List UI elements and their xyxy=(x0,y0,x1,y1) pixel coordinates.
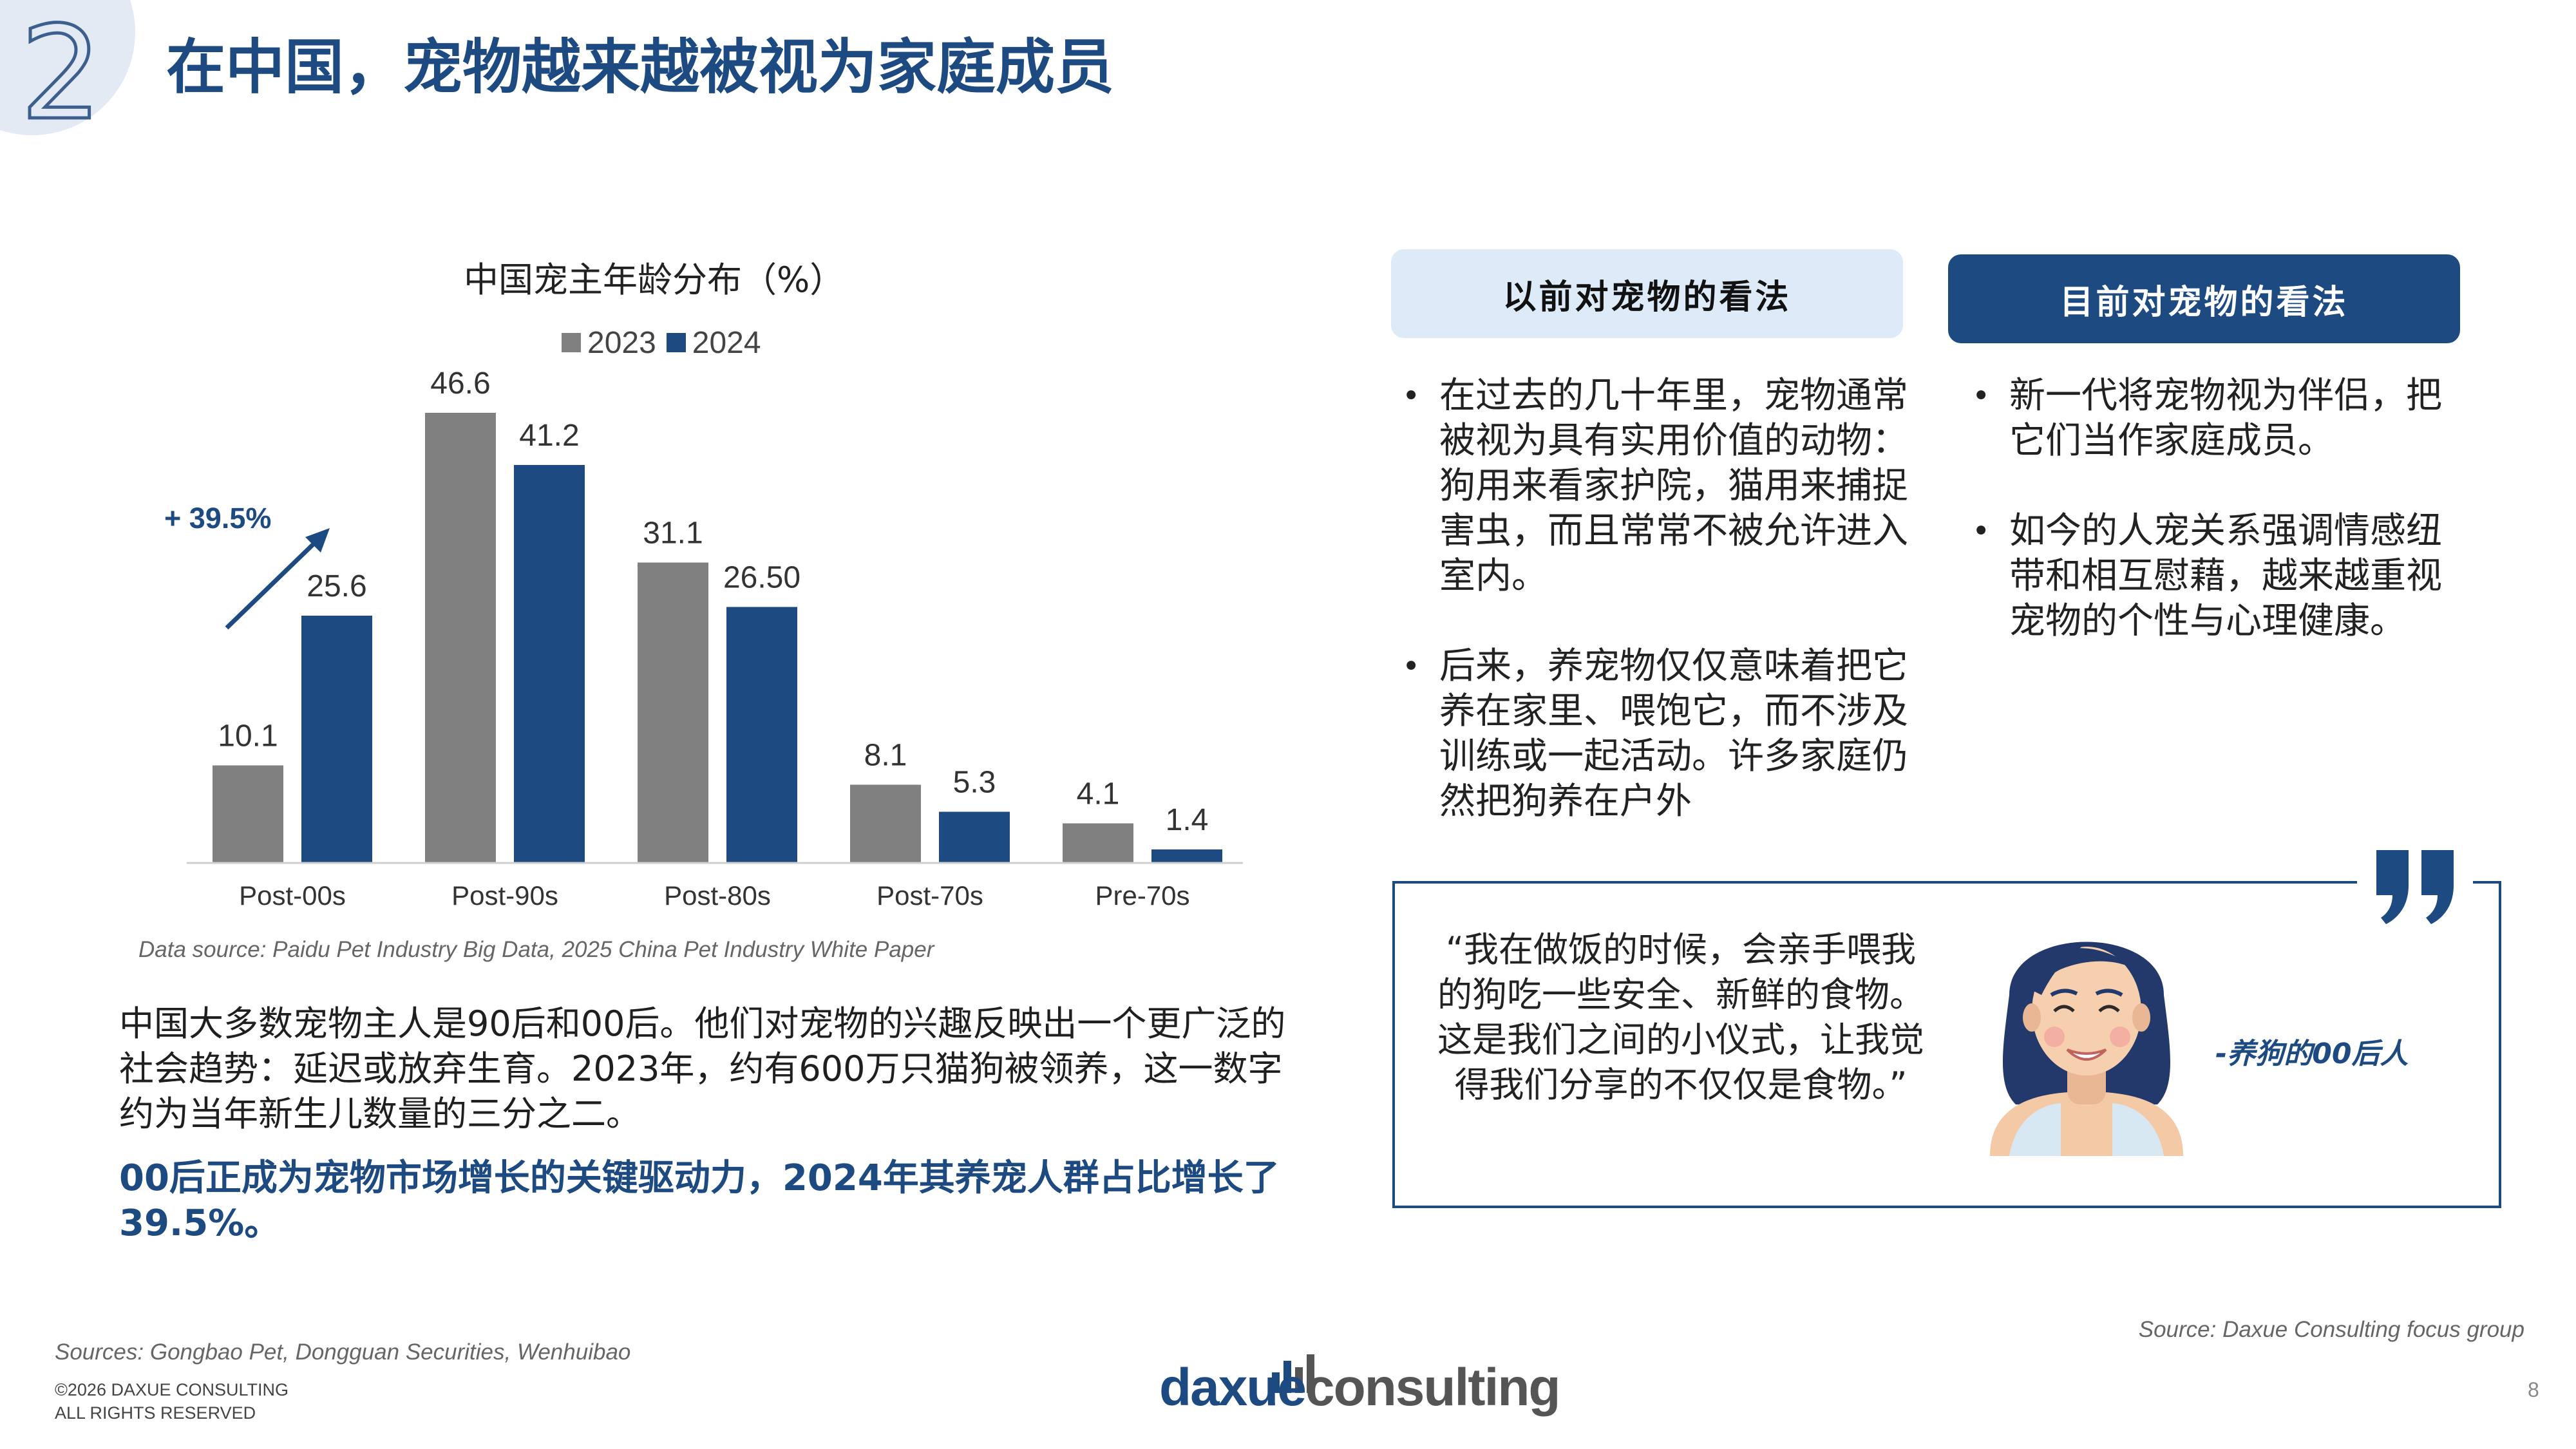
growth-arrowhead-icon xyxy=(305,528,330,553)
company-logo: daxueconsulting xyxy=(1159,1358,1561,1428)
woman-avatar xyxy=(1990,942,2183,1156)
bar-2023-Post-80s xyxy=(638,562,708,863)
list-item: 在过去的几十年里，宠物通常被视为具有实用价值的动物：狗用来看家护院，猫用来捕捉害… xyxy=(1394,374,1916,599)
quote-text: “我在做饭的时候，会亲手喂我的狗吃一些安全、新鲜的食物。这是我们之间的小仪式，让… xyxy=(1437,929,1924,1105)
chart-legend: 2023 2024 xyxy=(562,323,761,362)
growth-annotation: + 39.5% xyxy=(164,502,330,630)
legend-item-2024: 2024 xyxy=(666,325,761,361)
logo-text-daxue: daxue xyxy=(1159,1358,1307,1417)
category-label: Post-00s xyxy=(239,880,346,911)
chart-title: 中国宠主年龄分布（%） xyxy=(464,260,845,300)
logo-bars-icon xyxy=(1272,1354,1314,1393)
list-item: 后来，养宠物仅仅意味着把它养在家里、喂饱它，而不涉及训练或一起活动。许多家庭仍然… xyxy=(1394,644,1916,824)
bar-2024-Post-70s xyxy=(939,811,1010,863)
data-label: 25.6 xyxy=(307,569,366,603)
legend-label-2024: 2024 xyxy=(692,325,761,360)
copyright-line: ALL RIGHTS RESERVED xyxy=(55,1403,256,1423)
legend-swatch-2024 xyxy=(666,333,686,352)
data-label: 4.1 xyxy=(1077,777,1120,811)
bar-2024-Pre-70s xyxy=(1151,849,1222,863)
growth-arrow-icon xyxy=(225,534,324,630)
bar-2024-Post-00s xyxy=(301,616,372,863)
bar-2023-Post-00s xyxy=(213,765,283,863)
footer-sources: Sources: Gongbao Pet, Dongguan Securitie… xyxy=(55,1340,631,1365)
bar-2023-Pre-70s xyxy=(1063,823,1133,863)
legend-item-2023: 2023 xyxy=(562,325,656,361)
copyright: ©2026 DAXUE CONSULTING ALL RIGHTS RESERV… xyxy=(55,1378,289,1425)
category-label: Post-90s xyxy=(451,880,558,911)
bar-2024-Post-80s xyxy=(726,607,797,863)
quote-box xyxy=(1392,881,2501,1208)
list-item: 新一代将宠物视为伴侣，把它们当作家庭成员。 xyxy=(1964,374,2473,464)
current-view-header: 目前对宠物的看法 xyxy=(1948,254,2460,343)
data-label: 41.2 xyxy=(519,419,579,453)
category-label: Pre-70s xyxy=(1095,880,1189,911)
logo-text-consulting: consulting xyxy=(1305,1358,1561,1417)
bar-chart: 10.1 25.6 Post-00s 46.6 41.2 Post-90s 31.1 26.5… xyxy=(164,366,1243,911)
page-title: 在中国，宠物越来越被视为家庭成员 xyxy=(166,33,1115,102)
data-label: 31.1 xyxy=(643,516,703,551)
category-label: Post-80s xyxy=(664,880,771,911)
bar-2024-Post-90s xyxy=(514,465,585,863)
key-insight-text: 00后正成为宠物市场增长的关键驱动力，2024年其养宠人群占比增长了39.5%。 xyxy=(119,1157,1280,1244)
section-number: 2 xyxy=(19,0,104,149)
legend-swatch-2023 xyxy=(562,333,581,352)
quote-author: -养狗的00后人 xyxy=(2215,1037,2409,1070)
data-label: 26.50 xyxy=(723,561,800,595)
chart-source-note: Data source: Paidu Pet Industry Big Data… xyxy=(138,937,934,962)
growth-annotation-label: + 39.5% xyxy=(164,502,271,535)
bar-2023-Post-70s xyxy=(850,784,921,863)
list-item: 如今的人宠关系强调情感纽带和相互慰藉，越来越重视宠物的个性与心理健康。 xyxy=(1964,509,2473,644)
current-view-list: 新一代将宠物视为伴侣，把它们当作家庭成员。 如今的人宠关系强调情感纽带和相互慰藉… xyxy=(1964,374,2473,689)
bar-2023-Post-90s xyxy=(425,413,496,863)
copyright-line: ©2026 DAXUE CONSULTING xyxy=(55,1380,289,1399)
previous-view-header: 以前对宠物的看法 xyxy=(1391,249,1903,338)
focus-group-source: Source: Daxue Consulting focus group xyxy=(2138,1317,2524,1342)
data-label: 46.6 xyxy=(430,366,490,401)
quote-mark-icon xyxy=(2376,850,2454,924)
data-label: 1.4 xyxy=(1166,803,1209,837)
body-paragraph: 中国大多数宠物主人是90后和00后。他们对宠物的兴趣反映出一个更广泛的社会趋势：… xyxy=(119,1003,1286,1134)
data-label: 10.1 xyxy=(218,719,278,753)
category-label: Post-70s xyxy=(876,880,983,911)
page-number: 8 xyxy=(2528,1378,2539,1401)
legend-label-2023: 2023 xyxy=(587,325,656,360)
data-label: 8.1 xyxy=(864,739,907,773)
previous-view-list: 在过去的几十年里，宠物通常被视为具有实用价值的动物：狗用来看家护院，猫用来捕捉害… xyxy=(1394,374,1916,869)
data-label: 5.3 xyxy=(953,766,996,800)
